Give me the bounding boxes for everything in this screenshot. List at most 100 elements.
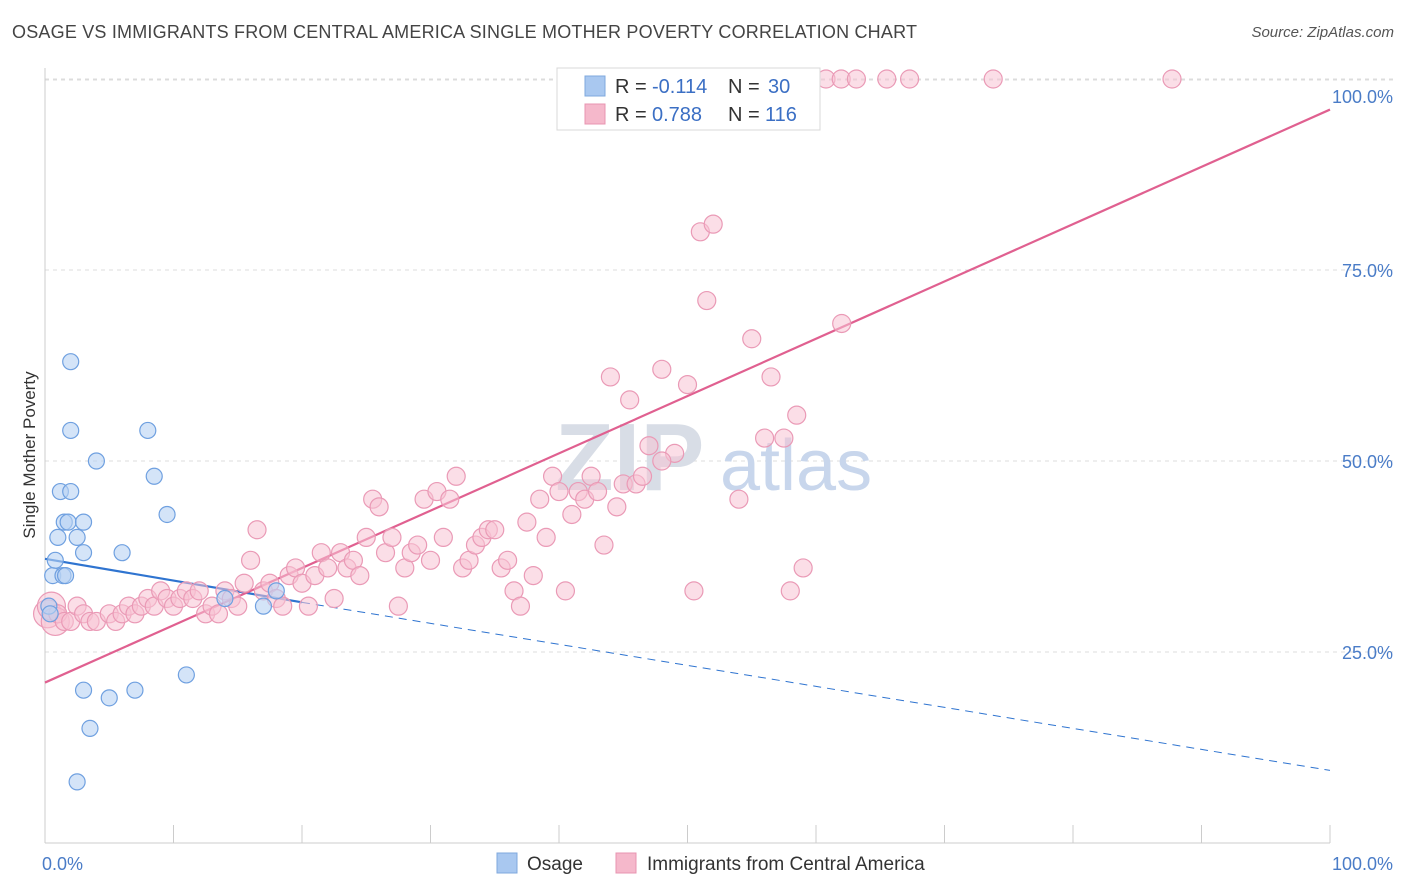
point-immigrants-70 [485, 520, 505, 540]
point-immigrants-52 [369, 497, 389, 517]
point-immigrants-58 [408, 535, 428, 555]
point-immigrants-87 [594, 535, 614, 555]
point-immigrants-77 [530, 489, 550, 509]
legend-swatch-immigrants [584, 103, 606, 125]
point-osage-18 [87, 452, 106, 470]
point-immigrants-101 [703, 214, 723, 234]
point-immigrants-54 [382, 527, 402, 548]
point-osage-14 [74, 513, 93, 531]
point-immigrants-104 [754, 428, 775, 448]
point-immigrants-27 [208, 604, 229, 624]
point-immigrants-91 [620, 390, 640, 410]
point-immigrants-32 [241, 550, 261, 570]
point-immigrants-94 [639, 436, 659, 456]
point-osage-24 [158, 505, 176, 524]
chart-title: OSAGE VS IMMIGRANTS FROM CENTRAL AMERICA… [12, 22, 918, 42]
point-osage-19 [100, 689, 118, 707]
point-immigrants-103 [742, 329, 762, 349]
y-tick-label-0: 25.0% [1342, 643, 1393, 663]
source-label: Source: ZipAtlas.com [1251, 24, 1394, 41]
x-tick-label-0: 0.0% [42, 854, 83, 874]
point-immigrants-88 [600, 367, 621, 387]
point-immigrants-24 [189, 581, 209, 601]
point-immigrants-117 [983, 69, 1003, 89]
legend-n-label-osage: N = [728, 76, 760, 98]
y-axis-label: Single Mother Poverty [20, 371, 39, 539]
bottom-legend-label-osage: Osage [527, 854, 583, 875]
trend-line-osage-extension [301, 601, 1331, 771]
point-osage-22 [139, 421, 157, 440]
point-immigrants-107 [787, 405, 807, 425]
point-immigrants-64 [446, 466, 466, 486]
point-osage-13 [68, 528, 86, 547]
point-immigrants-31 [234, 573, 254, 593]
point-immigrants-62 [433, 527, 453, 548]
point-immigrants-75 [517, 512, 537, 532]
bottom-legend-swatch-immigrants [615, 852, 637, 874]
point-osage-17 [81, 719, 99, 738]
point-immigrants-78 [536, 527, 556, 548]
point-osage-1 [41, 605, 59, 623]
point-immigrants-89 [607, 497, 627, 517]
point-immigrants-81 [555, 581, 576, 601]
point-osage-4 [49, 528, 67, 547]
point-immigrants-110 [652, 451, 672, 471]
y-tick-label-2: 75.0% [1342, 261, 1393, 281]
point-immigrants-102 [729, 489, 749, 509]
data-points [32, 69, 1182, 791]
legend-n-value-immigrants: 116 [765, 104, 797, 126]
point-immigrants-106 [780, 581, 800, 601]
point-immigrants-33 [247, 520, 267, 540]
bottom-legend-label-immigrants: Immigrants from Central America [647, 854, 925, 875]
point-immigrants-97 [677, 375, 698, 395]
point-osage-10 [62, 482, 80, 501]
point-immigrants-116 [899, 69, 920, 89]
legend-r-value-osage: -0.114 [652, 76, 707, 98]
point-immigrants-111 [774, 428, 794, 448]
point-immigrants-44 [318, 558, 338, 578]
point-immigrants-105 [761, 367, 781, 387]
point-immigrants-80 [549, 481, 569, 502]
point-immigrants-114 [846, 69, 867, 89]
point-immigrants-49 [350, 565, 370, 586]
point-osage-3 [46, 551, 64, 569]
point-immigrants-100 [697, 290, 717, 311]
point-immigrants-118 [1162, 69, 1182, 89]
point-immigrants-60 [420, 550, 441, 570]
x-tick-label-1: 100.0% [1332, 854, 1393, 874]
legend-r-label-immigrants: R = [615, 104, 647, 126]
point-immigrants-98 [684, 581, 704, 601]
point-osage-26 [216, 589, 234, 608]
point-osage-15 [74, 544, 93, 562]
point-immigrants-63 [440, 489, 460, 509]
legend-n-value-osage: 30 [768, 76, 790, 98]
point-immigrants-86 [587, 481, 608, 502]
legend: R = -0.114 N = 30 R = 0.788 N = 116 [556, 67, 821, 131]
point-osage-9 [59, 513, 77, 531]
axes [44, 68, 1331, 844]
legend-r-value-immigrants: 0.788 [652, 104, 702, 126]
y-tick-label-1: 50.0% [1342, 452, 1393, 472]
legend-swatch-osage [584, 75, 606, 97]
y-tick-label-3: 100.0% [1332, 87, 1393, 107]
point-immigrants-55 [388, 596, 408, 616]
point-osage-29 [68, 773, 86, 791]
bottom-legend: Osage Immigrants from Central America [496, 852, 925, 875]
point-immigrants-50 [356, 527, 376, 548]
point-osage-23 [145, 467, 163, 485]
point-immigrants-82 [562, 504, 582, 525]
point-osage-27 [254, 597, 273, 615]
point-osage-21 [126, 681, 144, 699]
point-immigrants-115 [877, 69, 897, 89]
point-immigrants-108 [793, 558, 813, 578]
point-immigrants-37 [273, 596, 293, 616]
point-immigrants-95 [652, 359, 672, 379]
legend-n-label-immigrants: N = [728, 104, 760, 126]
point-immigrants-41 [298, 596, 319, 616]
point-osage-12 [62, 353, 80, 371]
point-osage-11 [62, 421, 80, 440]
point-immigrants-109 [832, 313, 852, 334]
point-immigrants-72 [498, 550, 518, 570]
point-immigrants-45 [324, 588, 344, 609]
